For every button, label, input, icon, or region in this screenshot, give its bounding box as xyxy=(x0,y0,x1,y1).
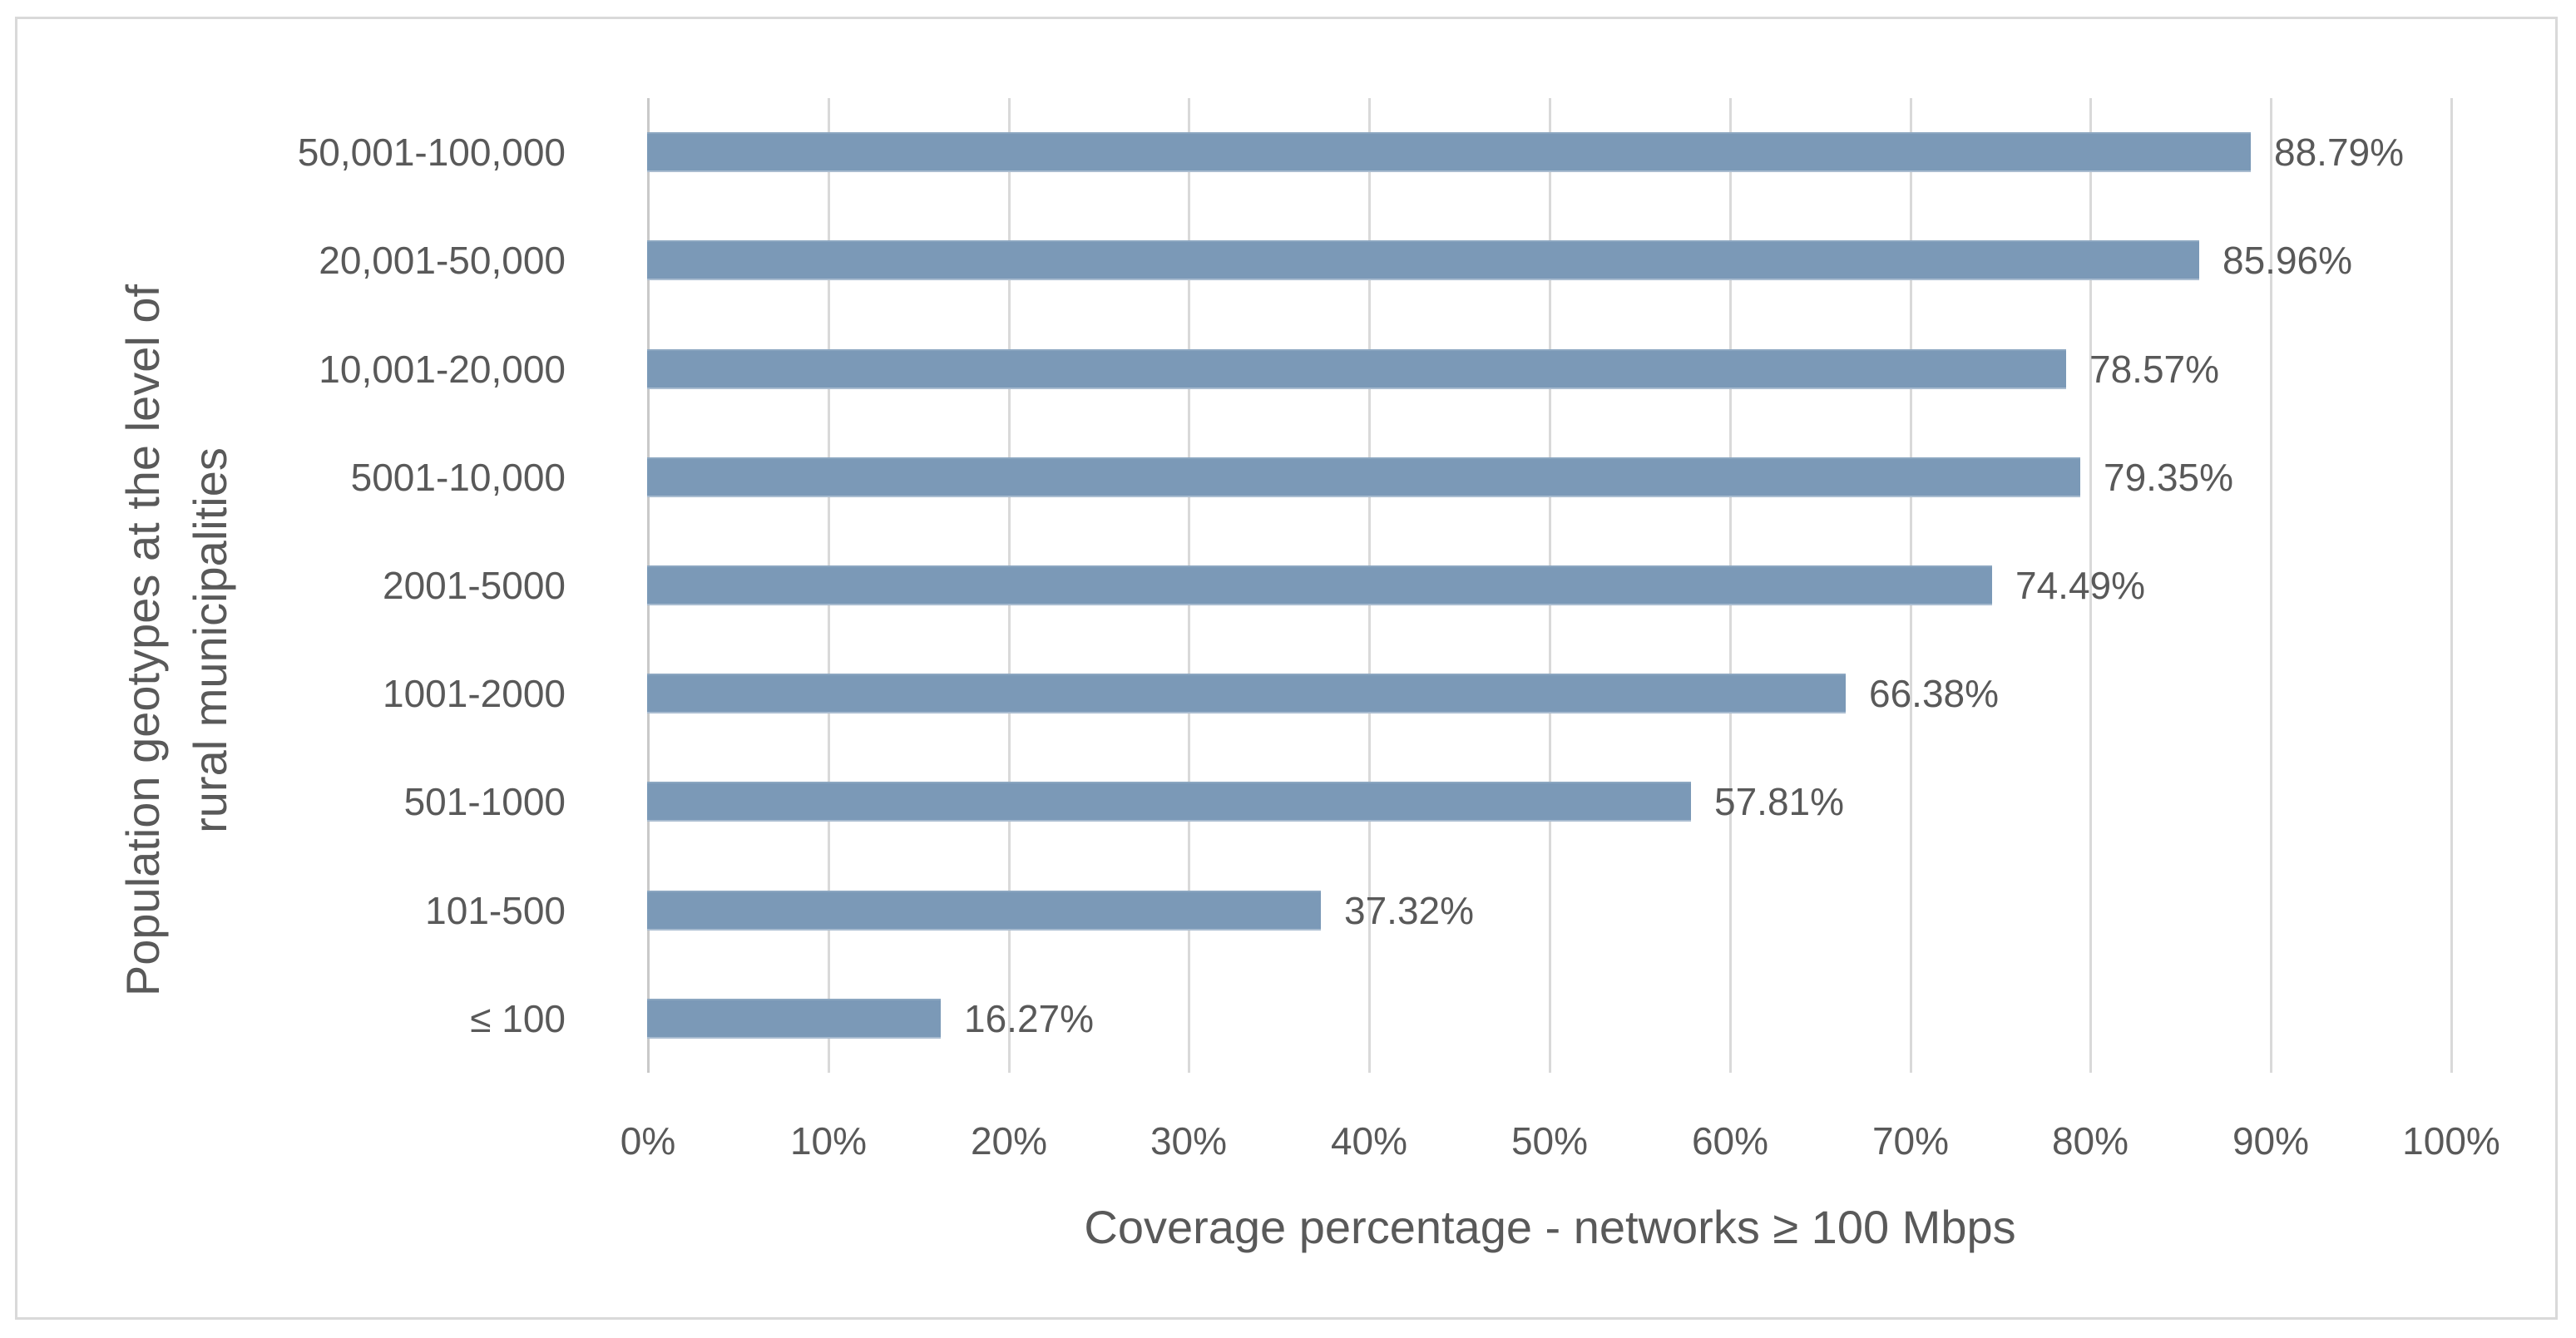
data-label: 16.27% xyxy=(964,997,1095,1040)
x-tick-label: 100% xyxy=(2402,1119,2500,1163)
bar-20-001-50-000 xyxy=(647,240,2199,280)
data-label: 37.32% xyxy=(1344,889,1475,932)
data-label: 78.57% xyxy=(2089,348,2220,391)
gridline xyxy=(2450,98,2453,1073)
y-axis-title-line-2: rural municipalities xyxy=(184,447,237,833)
y-axis-title-line-1: Population geotypes at the level of xyxy=(116,284,169,997)
category-label: 501-1000 xyxy=(403,780,566,823)
x-tick-label: 30% xyxy=(1150,1119,1228,1163)
data-label: 85.96% xyxy=(2222,239,2353,282)
category-label: 101-500 xyxy=(425,889,566,932)
gridline xyxy=(2270,98,2272,1073)
bar-10-001-20-000 xyxy=(647,349,2066,389)
x-tick-label: 40% xyxy=(1330,1119,1408,1163)
x-tick-label: 50% xyxy=(1510,1119,1589,1163)
x-tick-label: 20% xyxy=(970,1119,1048,1163)
bar-50-001-100-000 xyxy=(647,132,2251,172)
bar--100 xyxy=(647,999,941,1039)
data-label: 57.81% xyxy=(1714,780,1845,823)
bar-101-500 xyxy=(647,891,1321,931)
plot-area: 88.79% 85.96% 78.57% 79.35% 74.49% 66.38% 57.8… xyxy=(647,98,2453,1073)
x-tick-label: 70% xyxy=(1871,1119,1950,1163)
category-label: ≤ 100 xyxy=(470,997,566,1040)
chart-frame: Population geotypes at the level of rura… xyxy=(15,17,2558,1320)
gridline xyxy=(2089,98,2092,1073)
x-tick-label: 80% xyxy=(2051,1119,2129,1163)
x-tick-label: 90% xyxy=(2232,1119,2310,1163)
bar-501-1000 xyxy=(647,782,1691,822)
category-label: 2001-5000 xyxy=(383,564,566,607)
category-label: 1001-2000 xyxy=(383,672,566,715)
category-label: 5001-10,000 xyxy=(350,456,566,499)
data-label: 74.49% xyxy=(2015,564,2146,607)
x-tick-label: 10% xyxy=(789,1119,868,1163)
x-tick-label: 0% xyxy=(620,1119,676,1163)
category-label: 50,001-100,000 xyxy=(297,131,566,174)
x-tick-label: 60% xyxy=(1691,1119,1769,1163)
bar-5001-10-000 xyxy=(647,457,2080,497)
bar-2001-5000 xyxy=(647,565,1992,605)
bar-1001-2000 xyxy=(647,674,1846,713)
data-label: 79.35% xyxy=(2104,456,2234,499)
category-label: 20,001-50,000 xyxy=(319,239,566,282)
y-axis-title: Population geotypes at the level of rura… xyxy=(109,58,259,1222)
data-label: 66.38% xyxy=(1869,672,2000,715)
category-label: 10,001-20,000 xyxy=(319,348,566,391)
data-label: 88.79% xyxy=(2274,131,2405,174)
x-axis-title: Coverage percentage - networks ≥ 100 Mbp… xyxy=(1084,1201,2016,1253)
